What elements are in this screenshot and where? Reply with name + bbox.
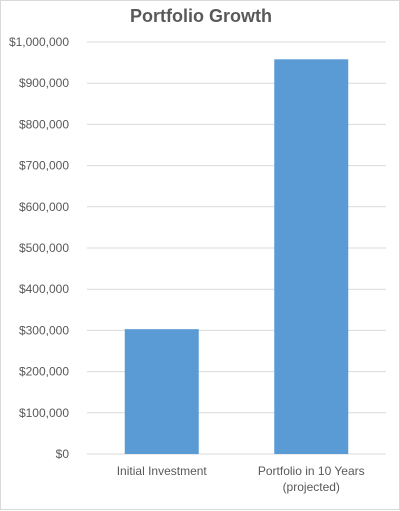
y-tick-label: $0: [56, 447, 70, 461]
y-tick-label: $200,000: [19, 365, 69, 379]
y-tick-label: $900,000: [19, 76, 69, 90]
y-tick-label: $1,000,000: [9, 35, 69, 49]
chart-title: Portfolio Growth: [130, 6, 272, 26]
x-category-label: Portfolio in 10 Years (projected): [258, 464, 365, 494]
bars: [124, 59, 349, 454]
y-tick-label: $300,000: [19, 323, 69, 337]
y-tick-label: $600,000: [19, 200, 69, 214]
x-axis-category-labels: Initial Investment Portfolio in 10 Years(…: [117, 464, 365, 494]
y-tick-label: $700,000: [19, 159, 69, 173]
y-tick-label: $500,000: [19, 241, 69, 255]
x-category-label: Initial Investment: [117, 464, 208, 478]
y-tick-label: $100,000: [19, 406, 69, 420]
bar-0: [124, 329, 199, 454]
y-tick-label: $800,000: [19, 117, 69, 131]
y-tick-label: $400,000: [19, 282, 69, 296]
y-axis-tick-labels: $0 $100,000 $200,000 $300,000 $400,000 $500,0…: [9, 35, 69, 461]
bar-1: [274, 59, 349, 454]
